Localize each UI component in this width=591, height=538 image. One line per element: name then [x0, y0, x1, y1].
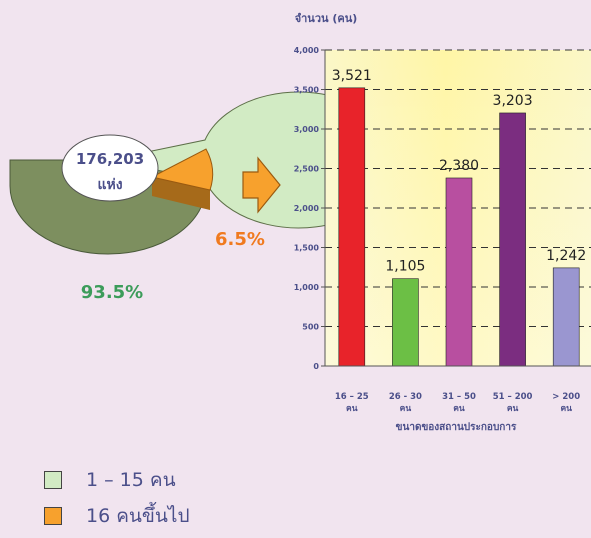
y-tick-label: 3,500 — [294, 86, 320, 95]
x-tick-label-unit: คน — [560, 404, 572, 414]
legend-label: 1 – 15 คน — [86, 469, 176, 491]
bars — [338, 87, 580, 367]
bar-chart: จำนวน (คน) 0 500 1,000 1,500 2,000 2,500 3,000… — [294, 12, 591, 433]
bar — [499, 112, 526, 367]
pie-slice-small-side — [152, 177, 210, 210]
pie-pct-small: 6.5% — [215, 229, 265, 250]
pie-chart: 176,203 แห่ง 6.5% 93.5% — [9, 91, 398, 303]
x-tick-labels: 16 – 25 คน 26 - 30 คน 31 – 50 คน 51 – 200 คน > 2… — [335, 392, 580, 414]
y-tick-label: 3,000 — [294, 125, 320, 134]
x-tick-label-unit: คน — [507, 404, 519, 414]
y-tick-label: 2,000 — [294, 204, 320, 213]
x-axis-title: ขนาดของสถานประกอบการ — [396, 421, 517, 433]
y-tick-label: 500 — [302, 323, 319, 332]
legend-swatch-small-establishments — [44, 471, 62, 489]
y-tick-label: 4,000 — [294, 46, 320, 55]
pie-slice-small — [150, 148, 214, 191]
x-tick-label: 51 – 200 — [493, 392, 533, 402]
bar-value-label: 3,521 — [332, 68, 372, 84]
legend-swatch-large-establishments — [44, 507, 62, 525]
pie-center-label — [61, 134, 159, 202]
x-tick-label-unit: คน — [400, 404, 412, 414]
bar — [338, 87, 366, 367]
bar — [392, 278, 419, 367]
y-tick-label: 1,000 — [294, 283, 320, 292]
bar-value-label: 1,242 — [546, 248, 586, 264]
bar-value-label: 2,380 — [439, 158, 479, 174]
pie-pct-large: 93.5% — [81, 282, 143, 303]
y-axis-title: จำนวน (คน) — [295, 12, 358, 25]
legend-label: 16 คนขึ้นไป — [86, 505, 190, 527]
pie-total-unit: แห่ง — [97, 177, 122, 193]
x-tick-label: 16 – 25 — [335, 392, 369, 402]
y-tick-label: 2,500 — [294, 165, 320, 174]
legend-item: 1 – 15 คน — [44, 466, 190, 494]
pie-total-value: 176,203 — [76, 150, 144, 168]
x-tick-label: 31 – 50 — [442, 392, 476, 402]
x-tick-label: 26 - 30 — [389, 392, 422, 402]
x-tick-label: > 200 — [552, 392, 580, 402]
y-tick-label: 1,500 — [294, 244, 320, 253]
bar — [552, 267, 580, 367]
bar-value-label: 3,203 — [493, 93, 533, 109]
legend-item: 16 คนขึ้นไป — [44, 502, 190, 530]
right-arrow-icon — [242, 156, 281, 214]
x-tick-label-unit: คน — [346, 404, 358, 414]
bar — [445, 177, 473, 367]
bar-value-label: 1,105 — [385, 259, 425, 275]
y-tick-labels: 0 500 1,000 1,500 2,000 2,500 3,000 3,500 4,000 — [294, 46, 320, 371]
value-labels: 3,521 1,105 2,380 3,203 1,242 — [332, 68, 586, 275]
x-tick-label-unit: คน — [453, 404, 465, 414]
y-tick-label: 0 — [313, 362, 319, 371]
legend: 1 – 15 คน 16 คนขึ้นไป — [44, 466, 190, 538]
